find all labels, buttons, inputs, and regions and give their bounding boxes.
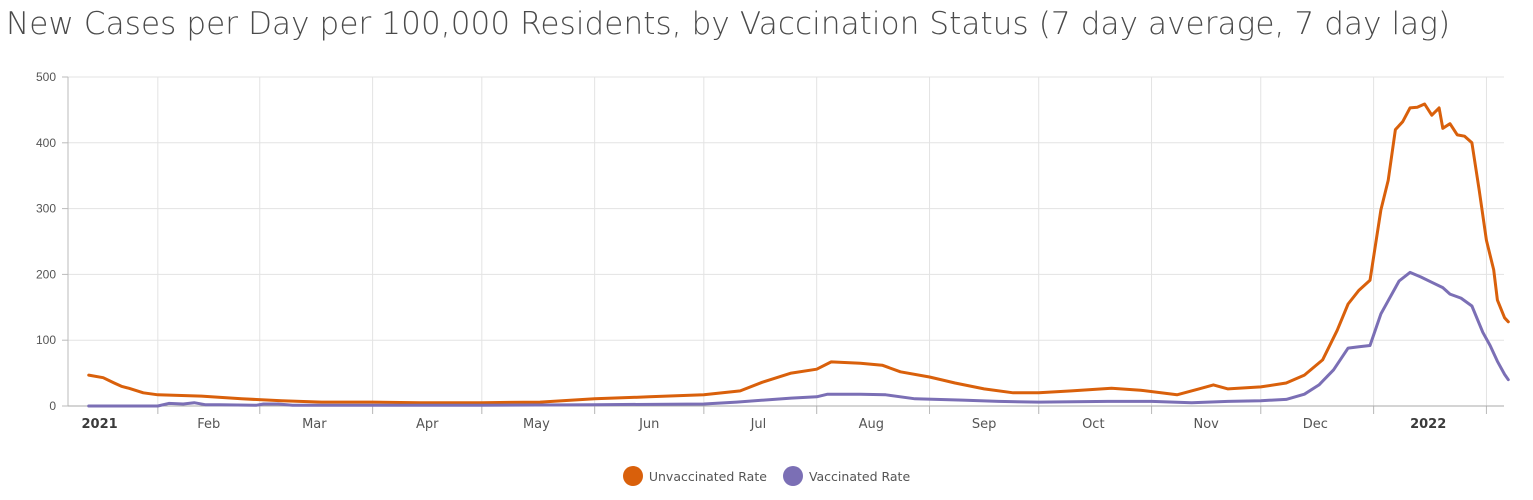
x-tick-label: May bbox=[523, 417, 550, 432]
legend-label-vaccinated: Vaccinated Rate bbox=[808, 468, 911, 484]
x-tick-label: Dec bbox=[1303, 417, 1328, 432]
x-tick-label: Apr bbox=[416, 417, 439, 432]
vaccinated-swatch-icon bbox=[782, 466, 803, 486]
series-line-vaccinated-rate bbox=[87, 270, 1510, 408]
x-tick-label: Aug bbox=[859, 417, 884, 432]
legend: Unvaccinated Rate Vaccinated Rate bbox=[0, 466, 1533, 486]
x-gridlines bbox=[157, 77, 1487, 414]
legend-item-vaccinated[interactable]: Vaccinated Rate bbox=[782, 466, 911, 486]
y-tick-label: 500 bbox=[36, 70, 56, 84]
unvaccinated-swatch-icon bbox=[622, 466, 643, 486]
y-gridlines bbox=[62, 76, 1504, 407]
x-tick-label: Nov bbox=[1193, 417, 1219, 432]
x-tick-label: Oct bbox=[1082, 417, 1104, 432]
series-lines bbox=[87, 102, 1510, 408]
y-tick-label: 300 bbox=[36, 202, 56, 216]
y-tick-label: 400 bbox=[36, 136, 56, 150]
legend-item-unvaccinated[interactable]: Unvaccinated Rate bbox=[622, 466, 767, 486]
x-tick-label: Mar bbox=[302, 417, 327, 432]
x-tick-labels: 2021 Feb Mar Apr May Jun Jul Aug Sep Oct Nov Dec 202… bbox=[82, 417, 1447, 432]
series-line-unvaccinated-rate bbox=[87, 102, 1510, 405]
axes bbox=[67, 77, 1504, 407]
x-tick-label: 2021 bbox=[82, 417, 118, 432]
x-tick-label: Sep bbox=[972, 417, 997, 432]
x-tick-label: 2022 bbox=[1410, 417, 1446, 432]
legend-label-unvaccinated: Unvaccinated Rate bbox=[648, 468, 767, 484]
y-tick-label: 100 bbox=[36, 333, 56, 347]
x-tick-label: Jun bbox=[638, 417, 659, 432]
line-chart: 0 100 200 300 400 500 2021 Feb Mar Apr May Jun Jul A… bbox=[36, 70, 1510, 432]
x-tick-label: Feb bbox=[197, 417, 220, 432]
y-tick-labels: 0 100 200 300 400 500 bbox=[36, 70, 56, 413]
y-tick-label: 0 bbox=[49, 399, 56, 413]
x-tick-label: Jul bbox=[750, 417, 767, 432]
chart-title: New Cases per Day per 100,000 Residents,… bbox=[6, 6, 1451, 42]
y-tick-label: 200 bbox=[36, 267, 56, 281]
